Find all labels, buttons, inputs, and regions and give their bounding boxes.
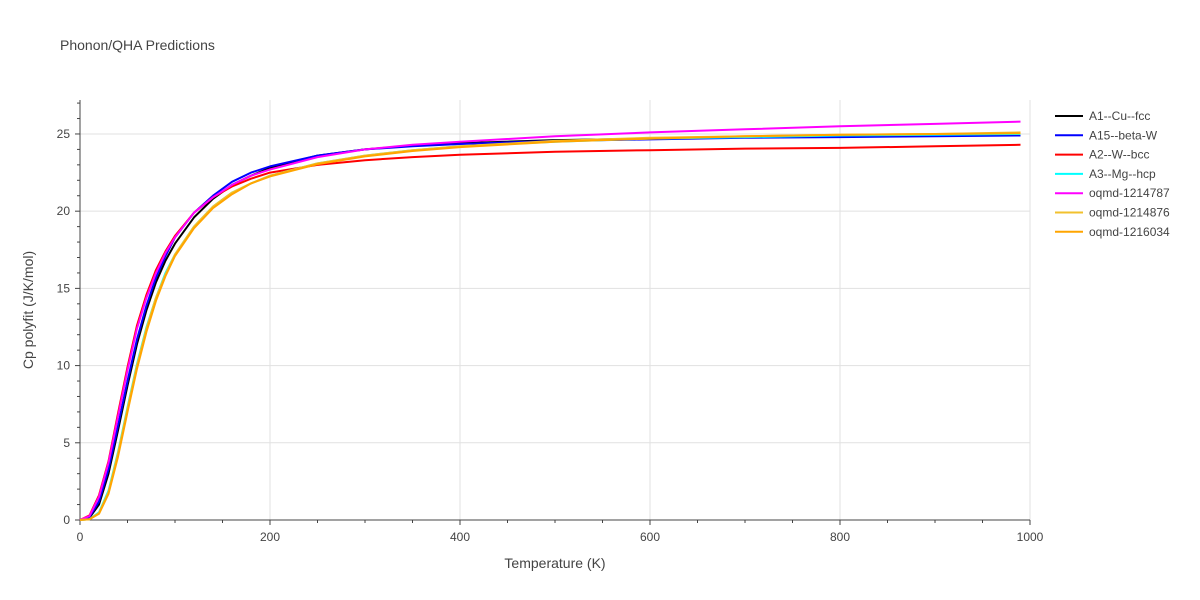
legend-label: oqmd-1216034 [1089,225,1170,239]
x-axis-label: Temperature (K) [504,555,605,571]
axes: 0 200 400 600 800 1000 0 5 10 15 20 25 [57,100,1044,544]
legend-item[interactable]: A1--Cu--fcc [1055,109,1150,123]
series-line-oqmd-1214787[interactable] [79,120,1021,521]
legend-label: oqmd-1214876 [1089,206,1170,220]
legend-item[interactable]: oqmd-1216034 [1055,225,1170,239]
chart-title: Phonon/QHA Predictions [60,37,215,53]
y-tick-label: 10 [57,359,71,373]
x-tick-label: 200 [260,530,280,544]
legend-item[interactable]: A15--beta-W [1055,128,1158,142]
legend-item[interactable]: A3--Mg--hcp [1055,167,1156,181]
y-tick-label: 15 [57,281,71,295]
plot-area [79,120,1021,521]
y-tick-label: 25 [57,127,71,141]
legend-item[interactable]: oqmd-1214876 [1055,206,1170,220]
legend-label: A3--Mg--hcp [1089,167,1156,181]
legend-item[interactable]: A2--W--bcc [1055,148,1149,162]
grid-lines [80,100,1031,520]
series-line-oqmd-1216034[interactable] [79,132,1021,521]
x-tick-label: 400 [450,530,470,544]
x-tick-label: 600 [640,530,660,544]
legend-label: A1--Cu--fcc [1089,109,1150,123]
legend-label: A15--beta-W [1089,128,1158,142]
y-tick-label: 5 [63,436,70,450]
y-axis-label: Cp polyfit (J/K/mol) [20,251,36,369]
x-tick-label: 0 [77,530,84,544]
legend-item[interactable]: oqmd-1214787 [1055,186,1170,200]
legend-label: A2--W--bcc [1089,148,1149,162]
x-tick-label: 800 [830,530,850,544]
legend-label: oqmd-1214787 [1089,186,1170,200]
x-tick-label: 1000 [1017,530,1044,544]
legend[interactable]: A1--Cu--fcc A15--beta-W A2--W--bcc A3--Mg--… [1055,109,1170,239]
y-tick-label: 0 [63,513,70,527]
y-tick-label: 20 [57,204,71,218]
